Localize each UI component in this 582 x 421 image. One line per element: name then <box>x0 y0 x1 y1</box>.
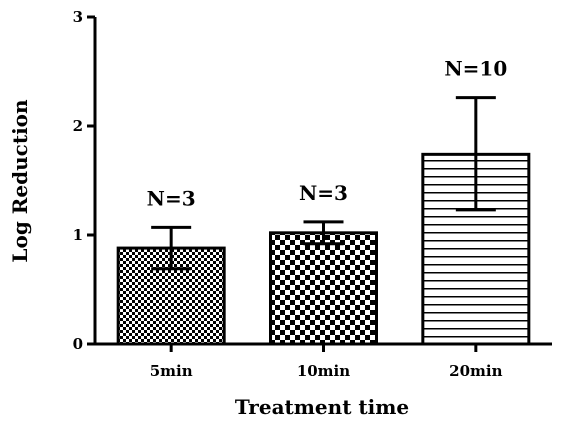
y-tick-label-2: 2 <box>73 117 83 135</box>
x-tick-label-20min: 20min <box>449 362 502 380</box>
x-tick-label-5min: 5min <box>150 362 193 380</box>
bar-label-5min: N=3 <box>147 186 196 210</box>
bar-label-20min: N=10 <box>444 57 507 81</box>
y-tick-label-0: 0 <box>73 335 83 353</box>
y-tick-label-1: 1 <box>73 226 83 244</box>
bar-label-10min: N=3 <box>299 181 348 205</box>
error-bars <box>151 96 496 271</box>
error-bar-10min <box>303 220 344 246</box>
bar-labels: N=3 N=3 N=10 <box>147 57 508 211</box>
y-tick-label-3: 3 <box>73 8 83 26</box>
plot-area: N=3 N=3 N=10 <box>116 57 531 346</box>
x-axis-title: Treatment time <box>235 395 409 419</box>
y-axis-title: Log Reduction <box>8 99 32 263</box>
y-axis-ticks: 0 1 2 3 <box>73 8 95 353</box>
error-bar-20min <box>455 96 496 212</box>
x-tick-label-10min: 10min <box>297 362 350 380</box>
error-bar-5min <box>151 225 192 271</box>
x-axis-ticks: 5min 10min 20min <box>150 344 503 380</box>
bar-10min <box>269 231 378 346</box>
